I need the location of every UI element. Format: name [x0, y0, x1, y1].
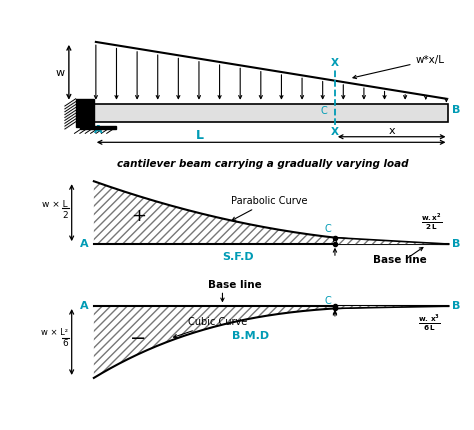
Text: C: C	[324, 224, 331, 234]
Text: A: A	[93, 126, 102, 135]
Text: Cubic Curve: Cubic Curve	[173, 317, 248, 338]
Text: −: −	[130, 329, 146, 348]
Text: 6: 6	[62, 339, 68, 348]
Text: w: w	[55, 68, 64, 78]
Text: +: +	[131, 207, 146, 225]
Text: Base line: Base line	[208, 280, 262, 290]
Text: L: L	[196, 129, 204, 142]
Text: X: X	[331, 126, 339, 137]
Text: C: C	[321, 107, 328, 117]
Text: A: A	[81, 301, 89, 311]
Text: B: B	[452, 104, 461, 115]
Text: w × L: w × L	[42, 200, 68, 209]
Text: 2: 2	[62, 211, 68, 220]
Polygon shape	[94, 181, 448, 244]
Text: B.M.D: B.M.D	[232, 331, 269, 341]
Text: w × L²: w × L²	[41, 329, 68, 338]
Text: C: C	[324, 296, 331, 306]
Polygon shape	[80, 126, 116, 129]
Polygon shape	[335, 238, 448, 244]
Text: $\mathbf{\frac{w.\,x^3}{6\,L}}$: $\mathbf{\frac{w.\,x^3}{6\,L}}$	[418, 313, 440, 333]
Text: cantilever beam carrying a gradually varying load: cantilever beam carrying a gradually var…	[118, 159, 409, 169]
Text: Base line: Base line	[373, 255, 427, 265]
Text: x: x	[388, 126, 395, 135]
Text: B: B	[452, 301, 461, 311]
Text: w*x/L: w*x/L	[353, 55, 445, 79]
Text: A: A	[81, 239, 89, 249]
Polygon shape	[76, 99, 94, 126]
Text: $\mathbf{\frac{w.x^2}{2\,L}}$: $\mathbf{\frac{w.x^2}{2\,L}}$	[421, 212, 442, 232]
Polygon shape	[335, 306, 448, 308]
Text: S.F.D: S.F.D	[222, 252, 254, 261]
Polygon shape	[94, 306, 448, 378]
Text: Parabolic Curve: Parabolic Curve	[231, 196, 307, 220]
Text: X: X	[331, 58, 339, 68]
Polygon shape	[94, 104, 448, 122]
Text: B: B	[452, 239, 461, 249]
